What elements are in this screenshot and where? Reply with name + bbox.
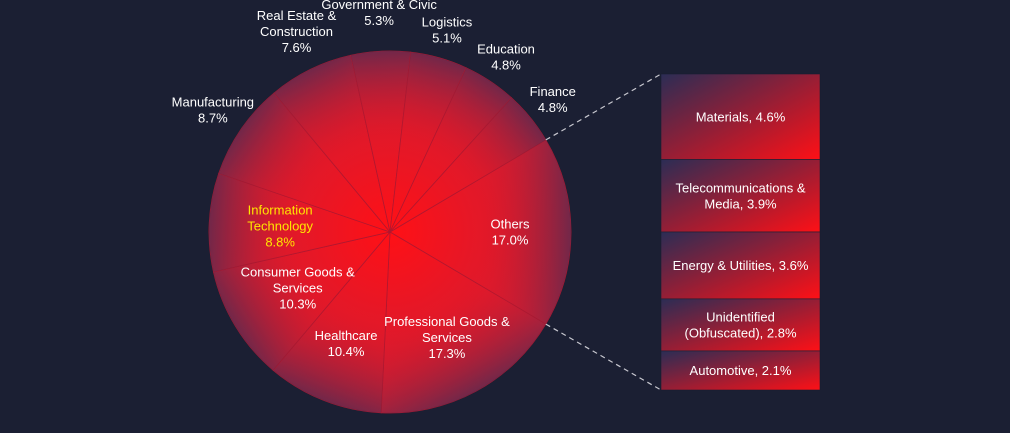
bar-label-unidentified-obfuscated-line: (Obfuscated), 2.8%: [685, 325, 797, 340]
bar-label-unidentified-obfuscated: Unidentified (Obfuscated), 2.8%: [685, 309, 797, 340]
slice-label-education-line: Education: [477, 41, 535, 56]
slice-label-finance-line: 4.8%: [538, 100, 568, 115]
slice-label-finance: Finance 4.8%: [530, 84, 576, 115]
slice-label-others: Others 17.0%: [490, 217, 530, 248]
bar-segment-materials: [660, 73, 821, 160]
slice-label-healthcare-line: 10.4%: [328, 344, 365, 359]
slice-label-manufacturing-line: 8.7%: [198, 111, 228, 126]
bar-label-unidentified-obfuscated-line: Unidentified: [706, 309, 775, 324]
slice-label-professional-goods-services-line: 17.3%: [428, 346, 465, 361]
slice-label-consumer-goods-services-line: Consumer Goods &: [241, 265, 355, 280]
slice-label-government-civic-line: Government & Civic: [321, 0, 437, 12]
slice-label-consumer-goods-services-line: Services: [273, 281, 323, 296]
slice-logistics-shade: [390, 52, 467, 232]
slice-label-consumer-goods-services-line: 10.3%: [279, 297, 316, 312]
bar-label-telecommunications-media: Telecommunications & Media, 3.9%: [675, 180, 805, 211]
slice-label-manufacturing-line: Manufacturing: [172, 95, 254, 110]
slice-manufacturing-shade: [218, 93, 390, 232]
connector-line-bottom: [545, 323, 662, 391]
slice-information-technology-shade: [209, 173, 390, 272]
bar-segment-unidentified-obfuscated: [660, 298, 821, 352]
slice-label-logistics-line: 5.1%: [432, 30, 462, 45]
slice-label-real-estate-construction-line: Construction: [260, 24, 333, 39]
slice-label-real-estate-construction: Real Estate & Construction 7.6%: [257, 8, 337, 55]
slice-label-professional-goods-services: Professional Goods & Services 17.3%: [384, 314, 510, 361]
slice-label-finance-line: Finance: [530, 84, 576, 99]
slice-label-professional-goods-services-line: Professional Goods &: [384, 314, 510, 329]
slice-label-logistics-line: Logistics: [422, 14, 473, 29]
slice-government-civic-shade: [350, 51, 411, 232]
bar-segment-energy-utilities: [660, 231, 821, 300]
slice-label-information-technology: Information Technology 8.8%: [247, 203, 313, 250]
slice-professional-goods-services-shade: [381, 232, 546, 414]
slice-label-information-technology-line: Technology: [247, 219, 313, 234]
bar-label-energy-utilities-line: Energy & Utilities, 3.6%: [673, 258, 809, 273]
slice-real-estate-construction-shade: [274, 55, 390, 232]
bar-label-telecommunications-media-line: Telecommunications &: [675, 180, 805, 195]
bar-label-materials-line: Materials, 4.6%: [696, 109, 786, 124]
slice-label-manufacturing: Manufacturing 8.7%: [172, 95, 254, 126]
slice-label-government-civic: Government & Civic 5.3%: [321, 0, 437, 28]
slice-label-information-technology-line: 8.8%: [265, 235, 295, 250]
slice-label-healthcare: Healthcare 10.4%: [315, 328, 378, 359]
slice-label-others-line: Others: [490, 217, 530, 232]
bar-segment-telecommunications-media: [660, 159, 821, 233]
slice-label-real-estate-construction-line: 7.6%: [282, 40, 312, 55]
slice-label-information-technology-line: Information: [248, 203, 313, 218]
slice-education-shade: [390, 67, 512, 232]
bar-label-telecommunications-media-line: Media, 3.9%: [704, 196, 777, 211]
slice-finance-shade: [390, 97, 546, 232]
connector-line-top: [545, 73, 662, 141]
slice-label-education: Education 4.8%: [477, 41, 535, 72]
slice-label-professional-goods-services-line: Services: [422, 330, 472, 345]
slice-label-healthcare-line: Healthcare: [315, 328, 378, 343]
bar-label-energy-utilities: Energy & Utilities, 3.6%: [673, 258, 809, 273]
slice-label-education-line: 4.8%: [491, 57, 521, 72]
slice-label-consumer-goods-services: Consumer Goods & Services 10.3%: [241, 265, 355, 312]
bar-label-materials: Materials, 4.6%: [696, 109, 786, 124]
slice-label-real-estate-construction-line: Real Estate &: [257, 8, 337, 23]
slice-label-government-civic-line: 5.3%: [364, 13, 394, 28]
slice-others-shade: [390, 139, 571, 325]
slice-label-others-line: 17.0%: [492, 233, 529, 248]
bar-label-automotive-line: Automotive, 2.1%: [690, 363, 792, 378]
bar-segment-automotive: [660, 350, 821, 391]
slice-consumer-goods-services-shade: [213, 232, 390, 371]
slice-label-logistics: Logistics 5.1%: [422, 14, 473, 45]
slice-healthcare-shade: [273, 232, 390, 413]
bar-label-automotive: Automotive, 2.1%: [690, 363, 792, 378]
